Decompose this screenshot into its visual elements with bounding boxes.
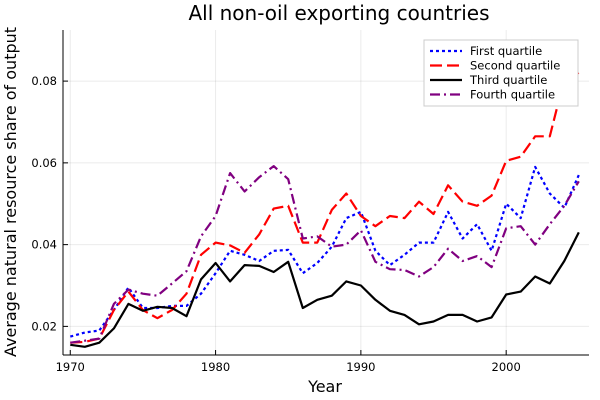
y-tick-label: 0.06 <box>31 156 57 170</box>
legend-label: First quartile <box>470 44 542 58</box>
legend-label: Fourth quartile <box>470 88 555 102</box>
series-line-third-quartile <box>70 231 580 348</box>
series-line-fourth-quartile <box>70 165 580 344</box>
series-lines <box>70 71 580 348</box>
y-tick-label: 0.04 <box>31 238 57 252</box>
x-tick-label: 2000 <box>492 360 521 374</box>
series-line-second-quartile <box>70 71 580 344</box>
x-tick-label: 1970 <box>56 360 85 374</box>
y-axis-label: Average natural resource share of output <box>1 27 20 357</box>
x-tick-label: 1990 <box>346 360 375 374</box>
chart-title: All non-oil exporting countries <box>188 1 489 25</box>
y-tick-label: 0.08 <box>31 74 57 88</box>
legend-label: Third quartile <box>469 73 547 87</box>
x-axis-label: Year <box>307 377 342 396</box>
x-tick-label: 1980 <box>201 360 230 374</box>
y-tick-label: 0.02 <box>31 319 57 333</box>
axes: 1970 1980 1990 2000 0.02 0.04 0.06 0.08 <box>31 30 589 374</box>
legend-label: Second quartile <box>470 59 560 73</box>
